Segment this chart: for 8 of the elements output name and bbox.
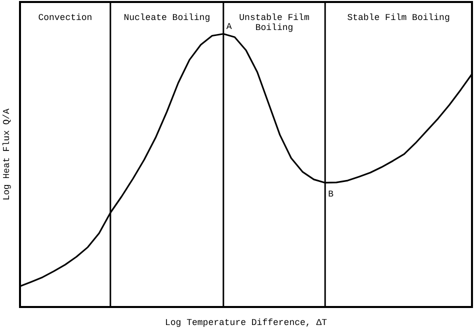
text: Nucleate Boiling — [124, 13, 210, 23]
x-axis-title: Log Temperature Difference, ΔT — [164, 318, 328, 328]
text: Unstable Film Boiling — [239, 13, 310, 33]
text: Stable Film Boiling — [347, 13, 450, 23]
text: A — [226, 22, 232, 32]
y-axis-title: Log Heat Flux Q/A — [2, 108, 12, 200]
text: Convection — [38, 13, 92, 23]
annotation: B — [328, 190, 334, 200]
